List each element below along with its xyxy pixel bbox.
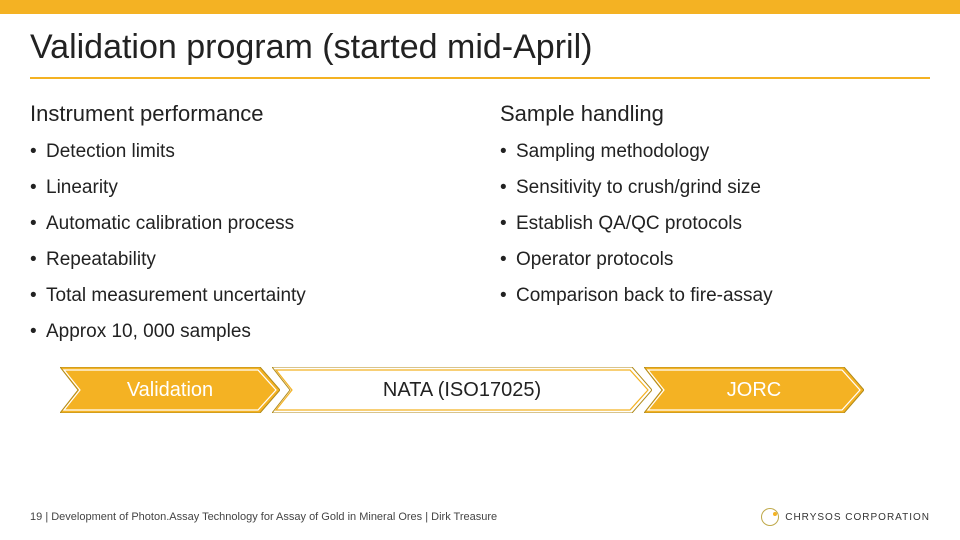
list-item: Operator protocols (500, 249, 930, 271)
left-column: Instrument performance Detection limits … (30, 101, 460, 357)
left-heading: Instrument performance (30, 101, 460, 127)
right-column: Sample handling Sampling methodology Sen… (500, 101, 930, 357)
list-item: Sampling methodology (500, 141, 930, 163)
slide-footer: 19 | Development of Photon.Assay Technol… (30, 508, 930, 526)
chevron-label: Validation (127, 379, 213, 402)
accent-top-bar (0, 0, 960, 14)
chevron-jorc: JORC (644, 367, 864, 413)
list-item: Establish QA/QC protocols (500, 213, 930, 235)
chevron-nata: NATA (ISO17025) (272, 367, 652, 413)
list-item: Total measurement uncertainty (30, 285, 460, 307)
list-item: Repeatability (30, 249, 460, 271)
process-chevrons: Validation NATA (ISO17025) JORC (30, 367, 930, 413)
slide-title: Validation program (started mid-April) (30, 14, 930, 77)
list-item: Detection limits (30, 141, 460, 163)
content-columns: Instrument performance Detection limits … (30, 101, 930, 357)
footer-caption: Development of Photon.Assay Technology f… (51, 511, 497, 523)
title-underline (30, 77, 930, 79)
list-item: Linearity (30, 177, 460, 199)
page-number: 19 (30, 511, 42, 523)
list-item: Comparison back to fire-assay (500, 285, 930, 307)
slide-body: Validation program (started mid-April) I… (0, 14, 960, 540)
left-bullet-list: Detection limits Linearity Automatic cal… (30, 141, 460, 343)
right-bullet-list: Sampling methodology Sensitivity to crus… (500, 141, 930, 307)
chevron-label: NATA (ISO17025) (383, 379, 541, 402)
logo-text: CHRYSOS CORPORATION (785, 512, 930, 523)
right-heading: Sample handling (500, 101, 930, 127)
footer-text: 19 | Development of Photon.Assay Technol… (30, 511, 497, 523)
chevron-validation: Validation (60, 367, 280, 413)
list-item: Sensitivity to crush/grind size (500, 177, 930, 199)
list-item: Approx 10, 000 samples (30, 321, 460, 343)
chrysos-logo: CHRYSOS CORPORATION (761, 508, 930, 526)
chevron-label: JORC (727, 379, 781, 402)
logo-mark-icon (761, 508, 779, 526)
list-item: Automatic calibration process (30, 213, 460, 235)
